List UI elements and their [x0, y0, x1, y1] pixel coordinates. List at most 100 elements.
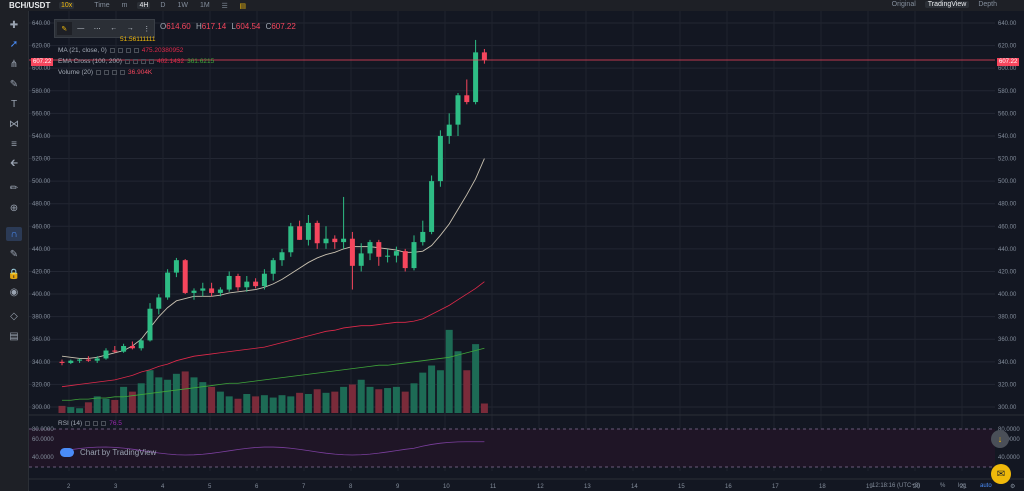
- volume-bar: [76, 408, 84, 413]
- candle-body: [455, 95, 461, 125]
- volume-visibility-button[interactable]: [96, 70, 102, 75]
- lock-icon[interactable]: 🔒: [7, 268, 21, 280]
- x-axis-label: 8: [349, 484, 353, 490]
- x-axis-label: 9: [396, 484, 400, 490]
- time-interval-button[interactable]: Time: [94, 2, 110, 9]
- ma-settings-button[interactable]: [117, 48, 123, 53]
- lock-drawing-icon[interactable]: ✎: [9, 248, 19, 260]
- view-tabs: Original TradingView Depth: [889, 1, 1000, 8]
- symbol-label[interactable]: BCH/USDT: [9, 1, 51, 10]
- candle-body: [402, 251, 408, 269]
- ema-close-button[interactable]: [140, 59, 146, 64]
- volume-settings-button[interactable]: [104, 70, 110, 75]
- volume-bar: [357, 379, 365, 413]
- candle-body: [473, 52, 479, 103]
- candle-body: [165, 272, 171, 298]
- volume-bar: [366, 386, 374, 413]
- volume-bar: [392, 386, 400, 413]
- pencil-icon[interactable]: ✎: [57, 22, 72, 35]
- ema-settings-button[interactable]: [132, 59, 138, 64]
- volume-close-button[interactable]: [112, 70, 118, 75]
- interval-1m-button[interactable]: 1M: [199, 2, 210, 9]
- volume-more-button[interactable]: [120, 70, 126, 75]
- tab-tradingview[interactable]: TradingView: [924, 1, 970, 8]
- x-axis-label: 19: [866, 484, 873, 490]
- interval-d-button[interactable]: D: [160, 2, 166, 9]
- brush-icon[interactable]: ✎: [9, 78, 19, 90]
- ma-visibility-button[interactable]: [109, 48, 115, 53]
- leverage-badge[interactable]: 10x: [59, 2, 75, 9]
- candle-body: [68, 360, 74, 363]
- interval-1w-button[interactable]: 1W: [177, 2, 188, 9]
- line-style-icon[interactable]: —: [77, 25, 85, 32]
- volume-bar: [401, 391, 409, 413]
- volume-bar: [278, 395, 286, 413]
- trend-line-icon[interactable]: ➚: [9, 38, 19, 50]
- ma-close-button[interactable]: [125, 48, 131, 53]
- ma-more-button[interactable]: [133, 48, 139, 53]
- eye-icon[interactable]: ◉: [9, 286, 19, 298]
- y-axis-label-right: 600.00: [998, 66, 1017, 72]
- layers-icon[interactable]: ◇: [10, 310, 18, 322]
- x-axis-label: 17: [772, 484, 779, 490]
- pitchfork-icon[interactable]: ⋔: [9, 58, 19, 70]
- legend-ema: EMA Cross (100, 200) 402.1432 361.6215: [58, 58, 214, 65]
- fib-icon[interactable]: ≡: [11, 138, 17, 150]
- magnet-icon[interactable]: ∩: [6, 227, 22, 241]
- y-axis-label-left: 580.00: [32, 89, 51, 95]
- rsi-close-button[interactable]: [101, 421, 107, 426]
- percent-toggle[interactable]: %: [940, 483, 946, 489]
- ema-visibility-button[interactable]: [124, 59, 130, 64]
- clock-time[interactable]: 12:18:16 (UTC+3): [872, 483, 921, 489]
- rsi-visibility-button[interactable]: [85, 421, 91, 426]
- candle-body: [173, 260, 179, 273]
- volume-bar: [102, 398, 110, 413]
- auto-toggle[interactable]: auto: [980, 483, 992, 489]
- rsi-axis-label: 60.0000: [998, 437, 1020, 443]
- y-axis-label-right: 560.00: [998, 111, 1017, 117]
- rsi-settings-button[interactable]: [93, 421, 99, 426]
- extend-left-icon[interactable]: ←: [110, 25, 118, 32]
- candle-body: [314, 222, 320, 244]
- candle-body: [156, 297, 162, 309]
- download-icon[interactable]: ↓: [991, 430, 1009, 448]
- y-axis-label-left: 380.00: [32, 315, 51, 321]
- line-width-icon[interactable]: ⋯: [93, 25, 101, 33]
- candle-body: [393, 251, 399, 256]
- candle-body: [138, 340, 144, 349]
- tab-depth[interactable]: Depth: [978, 1, 997, 8]
- volume-bar: [410, 383, 418, 413]
- candle-body: [182, 260, 188, 293]
- y-axis-label-left: 440.00: [32, 247, 51, 253]
- interval-4h-button[interactable]: 4H: [137, 2, 151, 9]
- trash-icon[interactable]: ▤: [9, 330, 19, 342]
- pattern-icon[interactable]: ⋈: [9, 118, 19, 130]
- text-icon[interactable]: T: [10, 98, 18, 110]
- zoom-in-icon[interactable]: ⊕: [9, 202, 19, 214]
- gear-icon[interactable]: ⚙: [1010, 484, 1016, 490]
- minute-dropdown[interactable]: m: [121, 2, 128, 9]
- rsi-axis-label: 80.0000: [998, 427, 1020, 433]
- more-icon[interactable]: ⋮: [143, 25, 151, 33]
- tab-original[interactable]: Original: [891, 1, 916, 8]
- y-axis-label-left: 600.00: [32, 66, 51, 72]
- x-axis-label: 11: [490, 484, 497, 490]
- crosshair-icon[interactable]: ✚: [9, 19, 19, 31]
- volume-bar: [472, 344, 480, 413]
- volume-bar: [304, 394, 312, 413]
- candle-body: [147, 308, 153, 341]
- tradingview-cloud-icon: [60, 448, 74, 457]
- chart-settings-icon[interactable]: ▤: [239, 2, 246, 10]
- tradingview-watermark[interactable]: Chart by TradingView: [60, 448, 156, 457]
- extend-right-icon[interactable]: →: [126, 25, 134, 32]
- ruler-icon[interactable]: ✏: [9, 182, 19, 194]
- indicators-icon[interactable]: ☰: [221, 2, 228, 10]
- y-axis-label-left: 400.00: [32, 292, 51, 298]
- log-toggle[interactable]: log: [958, 483, 967, 489]
- ema-more-button[interactable]: [148, 59, 154, 64]
- y-axis-label-right: 540.00: [998, 134, 1017, 140]
- chat-support-icon[interactable]: ✉: [991, 464, 1011, 484]
- candle-body: [288, 226, 294, 253]
- arrow-left-icon[interactable]: 🡰: [9, 157, 19, 169]
